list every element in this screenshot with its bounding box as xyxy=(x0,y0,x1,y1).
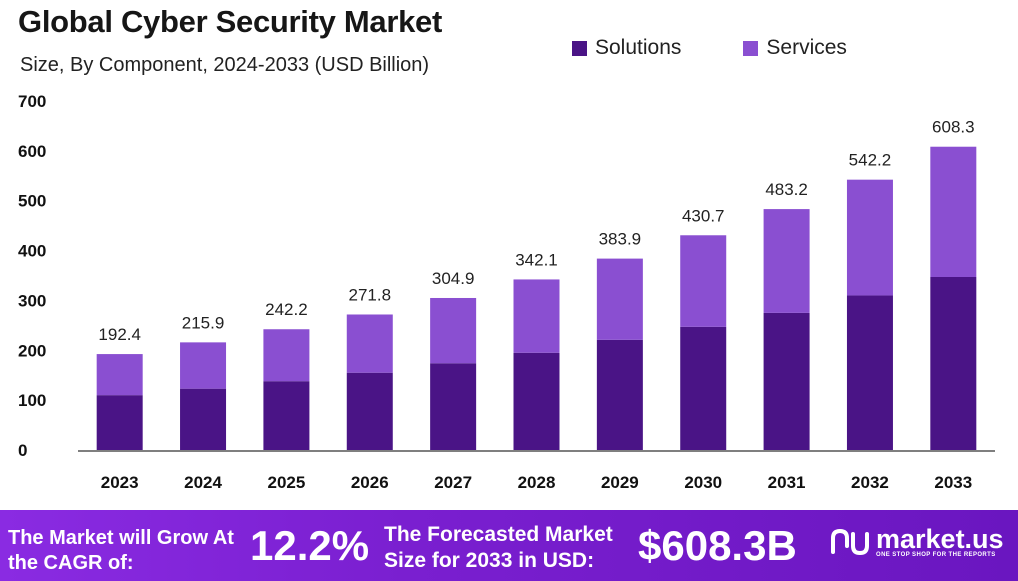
bar-services-2029 xyxy=(596,258,643,340)
cagr-value: 12.2% xyxy=(250,522,370,569)
legend-item-solutions: Solutions xyxy=(572,36,681,60)
bar-total-label: 483.2 xyxy=(765,180,808,199)
bar-total-label: 304.9 xyxy=(432,269,475,288)
bar-solutions-2027 xyxy=(430,363,477,450)
bar-solutions-2031 xyxy=(763,312,810,450)
bar-solutions-2028 xyxy=(513,352,560,450)
x-tick-label: 2026 xyxy=(351,473,389,492)
bar-services-2023 xyxy=(96,354,143,396)
bar-services-2030 xyxy=(680,235,727,327)
bar-services-2031 xyxy=(763,209,810,313)
legend-item-services: Services xyxy=(743,36,847,60)
y-tick-label: 600 xyxy=(18,142,46,161)
y-tick-label: 500 xyxy=(18,192,46,211)
legend-swatch-solutions xyxy=(572,40,587,56)
legend-label-solutions: Solutions xyxy=(595,36,682,59)
x-tick-label: 2027 xyxy=(434,473,472,492)
brand-logo-icon xyxy=(831,528,869,556)
x-tick-label: 2032 xyxy=(851,473,889,492)
bar-services-2024 xyxy=(180,342,227,389)
bar-solutions-2023 xyxy=(96,395,143,450)
x-tick-label: 2024 xyxy=(184,473,222,492)
x-tick-label: 2031 xyxy=(768,473,806,492)
x-tick-label: 2028 xyxy=(518,473,556,492)
x-tick-label: 2023 xyxy=(101,473,139,492)
bar-total-label: 542.2 xyxy=(849,151,892,170)
x-tick-label: 2025 xyxy=(267,473,305,492)
forecast-label: The Forecasted Market Size for 2033 in U… xyxy=(384,523,613,572)
bar-total-label: 383.9 xyxy=(599,230,642,249)
bar-solutions-2030 xyxy=(680,326,727,450)
y-tick-label: 300 xyxy=(18,291,46,310)
bar-services-2026 xyxy=(346,314,393,373)
bar-total-label: 215.9 xyxy=(182,313,225,332)
bar-total-label: 242.2 xyxy=(265,300,308,319)
x-tick-label: 2033 xyxy=(934,473,972,492)
bar-total-label: 342.1 xyxy=(515,250,558,269)
y-tick-label: 100 xyxy=(18,391,46,410)
legend: Solutions Services xyxy=(572,36,847,60)
bar-services-2027 xyxy=(430,297,477,364)
bar-total-label: 271.8 xyxy=(348,285,391,304)
bar-services-2025 xyxy=(263,329,310,382)
y-tick-label: 200 xyxy=(18,341,46,360)
legend-swatch-services xyxy=(743,40,759,56)
brand-logo-tagline: ONE STOP SHOP FOR THE REPORTS xyxy=(876,552,996,558)
bar-solutions-2029 xyxy=(596,339,643,450)
x-tick-label: 2030 xyxy=(684,473,722,492)
legend-label-services: Services xyxy=(766,36,847,59)
y-tick-label: 400 xyxy=(18,242,46,261)
brand-logo: market.us ONE STOP SHOP FOR THE REPORTS xyxy=(830,526,1004,558)
bar-solutions-2032 xyxy=(846,295,893,450)
bar-services-2028 xyxy=(513,279,560,353)
bar-total-label: 430.7 xyxy=(682,206,725,225)
bar-services-2033 xyxy=(930,146,977,277)
y-tick-label: 700 xyxy=(18,92,46,111)
footer-banner: The Market will Grow At the CAGR of: 12.… xyxy=(0,510,1018,581)
bar-solutions-2026 xyxy=(346,372,393,450)
stacked-bar-chart: 0 100 200 300 400 500 600 700 192.4 2023 215.9 2024… xyxy=(18,92,995,492)
y-tick-label: 0 xyxy=(18,441,27,460)
bar-total-label: 608.3 xyxy=(932,118,975,137)
chart-subtitle: Size, By Component, 2024-2033 (USD Billi… xyxy=(20,54,430,76)
forecast-value: $608.3B xyxy=(638,522,797,569)
x-tick-label: 2029 xyxy=(601,473,639,492)
bar-solutions-2033 xyxy=(930,276,977,450)
bar-services-2032 xyxy=(846,179,893,296)
bar-solutions-2025 xyxy=(263,381,310,450)
bar-solutions-2024 xyxy=(180,388,227,450)
cagr-label: The Market will Grow At the CAGR of: xyxy=(8,527,234,574)
brand-logo-name: market.us xyxy=(876,524,1004,554)
chart-title: Global Cyber Security Market xyxy=(18,4,443,39)
bar-total-label: 192.4 xyxy=(98,325,141,344)
